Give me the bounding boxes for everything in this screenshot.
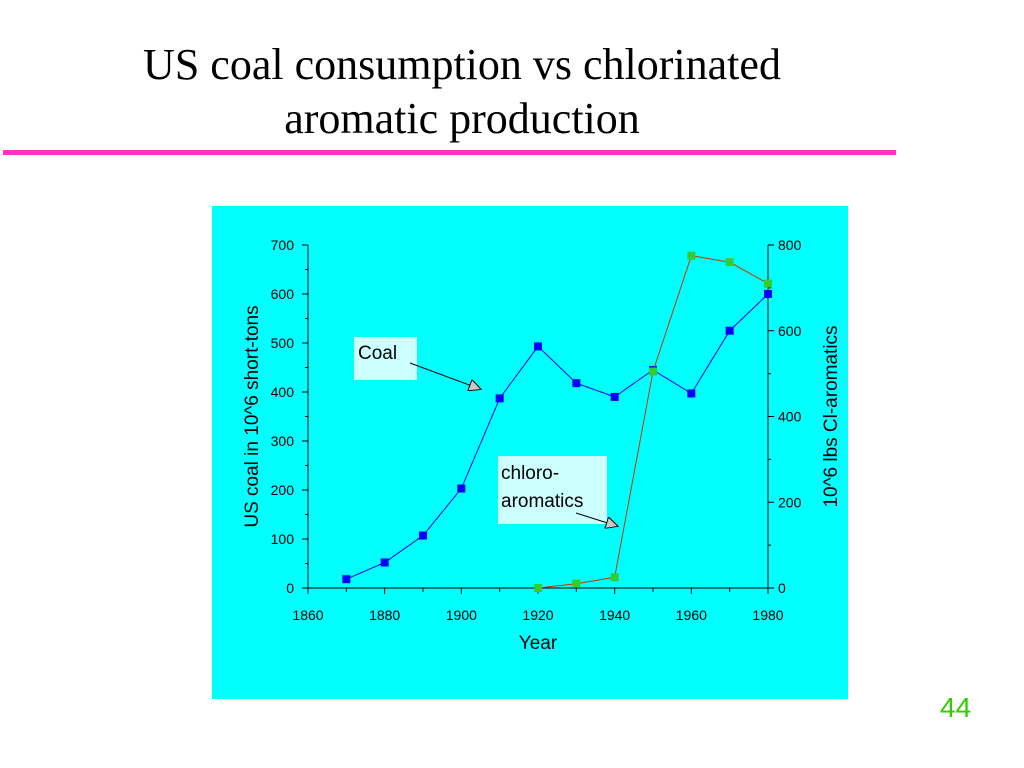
coal-data-point bbox=[534, 342, 542, 351]
coal-data-point bbox=[610, 392, 619, 401]
chloro-callout-label-line-2: aromatics bbox=[501, 491, 583, 512]
chloro-aromatics-data-point bbox=[687, 251, 696, 260]
left-y-tick-label: 400 bbox=[271, 384, 295, 400]
right-y-tick-label: 400 bbox=[778, 409, 802, 425]
x-tick-label: 1920 bbox=[522, 607, 553, 623]
x-axis-title: Year bbox=[519, 633, 558, 654]
slide-title-line-2: aromatic production bbox=[284, 94, 640, 143]
left-y-tick-label: 700 bbox=[271, 237, 295, 253]
x-tick-label: 1960 bbox=[676, 607, 707, 623]
x-tick-label: 1900 bbox=[446, 607, 477, 623]
chloro-aromatics-data-point bbox=[610, 573, 619, 582]
coal-data-point bbox=[687, 389, 696, 398]
right-y-tick-label: 0 bbox=[778, 580, 786, 596]
left-y-tick-label: 500 bbox=[271, 335, 295, 351]
chloro-callout-label-line-1: chloro- bbox=[501, 463, 559, 484]
coal-callout-label: Coal bbox=[358, 343, 397, 364]
chloro-aromatics-data-point bbox=[572, 579, 581, 588]
coal-callout-box bbox=[354, 337, 417, 380]
coal-data-point bbox=[495, 394, 504, 403]
chloro-aromatics-data-point bbox=[764, 279, 772, 288]
right-y-axis-title: 10^6 lbs Cl-aromatics bbox=[821, 325, 842, 507]
left-y-tick-label: 300 bbox=[271, 433, 295, 449]
right-y-tick-label: 800 bbox=[778, 237, 802, 253]
x-tick-label: 1860 bbox=[292, 607, 323, 623]
chart-panel: 1860 1880 1900 1920 1940 1960 1980 0 100 200 300 40… bbox=[212, 206, 848, 699]
chloro-callout-arrow bbox=[575, 512, 617, 526]
slide-title-line-1: US coal consumption vs chlorinated bbox=[143, 40, 781, 89]
right-y-tick-label: 200 bbox=[778, 494, 802, 510]
coal-data-point bbox=[419, 531, 427, 540]
coal-series-line bbox=[346, 293, 769, 580]
x-tick-label: 1940 bbox=[599, 607, 630, 623]
left-y-tick-label: 600 bbox=[271, 286, 295, 302]
page-number: 44 bbox=[940, 692, 972, 723]
slide-title: US coal consumption vs chlorinated aroma… bbox=[0, 38, 924, 146]
chloro-callout-box bbox=[498, 456, 607, 524]
coal-data-point bbox=[764, 290, 772, 298]
coal-data-point bbox=[457, 484, 466, 493]
dual-axis-line-chart: 1860 1880 1900 1920 1940 1960 1980 0 100 200 300 40… bbox=[242, 237, 842, 654]
left-y-tick-label: 200 bbox=[271, 482, 295, 498]
x-tick-label: 1880 bbox=[369, 607, 400, 623]
chloro-aromatics-data-point bbox=[725, 258, 734, 267]
left-y-tick-label: 100 bbox=[271, 531, 295, 547]
coal-data-point bbox=[572, 379, 581, 388]
coal-data-point bbox=[342, 575, 351, 584]
title-underline-rule bbox=[3, 150, 896, 155]
left-y-tick-label: 0 bbox=[286, 580, 294, 596]
chloro-aromatics-data-point bbox=[649, 367, 657, 376]
coal-data-point bbox=[725, 326, 734, 335]
left-y-axis-title: US coal in 10^6 short-tons bbox=[242, 305, 263, 527]
x-tick-label: 1980 bbox=[752, 607, 783, 623]
chloro-aromatics-series-line bbox=[537, 255, 769, 589]
chloro-aromatics-data-point bbox=[534, 584, 542, 592]
coal-callout-arrow bbox=[409, 362, 480, 389]
coal-data-point bbox=[380, 558, 389, 567]
right-y-tick-label: 600 bbox=[778, 323, 802, 339]
